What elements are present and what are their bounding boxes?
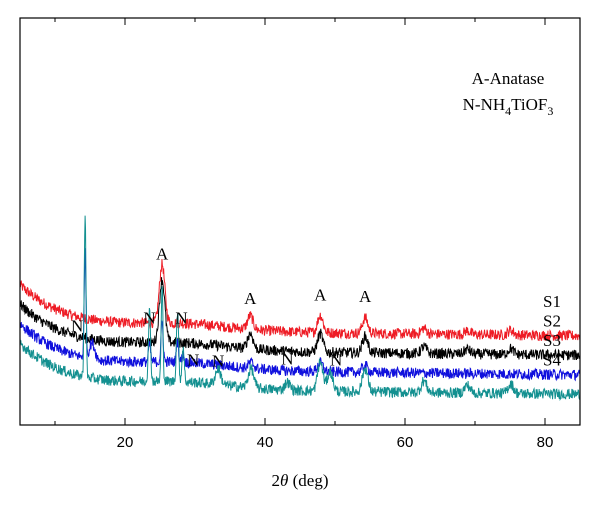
x-tick-label: 40: [257, 434, 274, 451]
x-axis-title: 2θ (deg): [272, 471, 329, 490]
series-line-s3: [19, 248, 581, 382]
peak-annotation-n: N: [212, 352, 224, 371]
legend-line-anatase: A-Anatase: [472, 69, 545, 88]
x-tick-label: 20: [117, 434, 134, 451]
series-label-s4: S4: [543, 351, 561, 370]
x-tick-label: 80: [537, 434, 554, 451]
peak-annotation-a: A: [359, 287, 372, 306]
series-label-s3: S3: [543, 331, 561, 350]
plot-frame: [19, 17, 581, 426]
peak-annotation-n: N: [143, 309, 155, 328]
peak-annotation-n: N: [330, 351, 342, 370]
series-line-s4: [19, 215, 581, 402]
legend: A-Anatase N-NH4TiOF3: [463, 69, 554, 118]
x-tick-label: 60: [397, 434, 414, 451]
peak-annotation-n: N: [71, 316, 83, 335]
series-label-s1: S1: [543, 292, 561, 311]
peak-annotation-n: N: [281, 350, 293, 369]
peak-annotation-n: N: [175, 309, 187, 328]
series-line-s2: [19, 277, 581, 361]
legend-line-nh4tiof3: N-NH4TiOF3: [463, 95, 554, 118]
tick-layer: 20 40 60 80: [54, 18, 554, 451]
series-layer: [19, 215, 581, 402]
peak-annotation-a: A: [244, 289, 257, 308]
series-line-s1: [19, 259, 581, 342]
peak-annotation-a: A: [314, 285, 327, 304]
peak-annotation-a: A: [156, 244, 169, 263]
peak-annotation-n: N: [187, 351, 199, 370]
series-label-s2: S2: [543, 312, 561, 331]
